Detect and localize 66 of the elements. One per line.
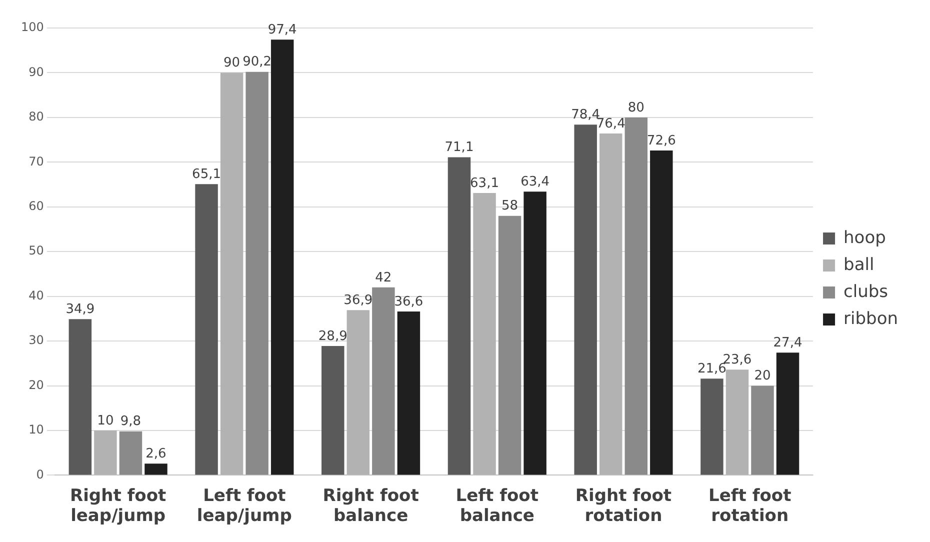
data-label: 58 [502, 198, 518, 214]
x-tick-label: Right foot leap/jump [70, 486, 166, 526]
bar [144, 464, 168, 475]
bar [574, 124, 597, 475]
data-label: 36,9 [344, 293, 373, 308]
bar [599, 134, 622, 475]
bar [270, 40, 294, 475]
data-label: 71,1 [444, 140, 474, 156]
legend-label: clubs [844, 282, 888, 302]
bar [322, 346, 344, 475]
bar [624, 117, 648, 475]
bar [119, 431, 142, 475]
y-tick-label: 10 [28, 422, 44, 437]
bar [524, 192, 546, 475]
y-tick-label: 20 [28, 378, 44, 392]
data-label: 36,6 [394, 294, 424, 310]
bar [700, 378, 724, 475]
y-tick-label: 80 [28, 110, 44, 124]
bar [650, 150, 673, 475]
y-tick-label: 60 [28, 199, 44, 214]
data-label: 72,6 [646, 133, 676, 148]
legend-label: ribbon [844, 308, 898, 329]
data-label: 90,2 [242, 54, 272, 70]
data-label: 27,4 [773, 336, 802, 351]
bar [726, 370, 749, 475]
data-label: 34,9 [66, 302, 95, 317]
data-label: 80 [628, 100, 644, 116]
bar [195, 184, 218, 475]
data-label: 65,1 [192, 166, 222, 182]
bar [751, 386, 774, 475]
bar [246, 72, 268, 475]
data-label: 63,4 [520, 174, 550, 190]
y-tick-label: 50 [28, 244, 44, 258]
y-tick-label: 0 [36, 467, 44, 482]
x-tick-label: Right foot rotation [575, 486, 672, 526]
bar [473, 193, 496, 475]
data-label: 90 [224, 56, 240, 71]
bar [94, 430, 117, 475]
x-tick-label: Left foot leap/jump [196, 486, 292, 526]
bar [498, 216, 522, 475]
legend-label: hoop [844, 228, 886, 248]
data-label: 28,9 [318, 328, 348, 344]
data-label: 10 [97, 413, 114, 428]
data-label: 2,6 [146, 446, 166, 462]
bar [397, 312, 420, 475]
legend-label: ball [844, 254, 874, 275]
y-tick-label: 30 [28, 333, 44, 348]
bar [372, 287, 395, 475]
data-label: 9,8 [120, 414, 142, 430]
bar [220, 72, 244, 475]
y-tick-label: 40 [28, 288, 44, 302]
data-label: 78,4 [571, 107, 600, 122]
bar [68, 319, 92, 475]
data-label: 42 [375, 270, 392, 286]
x-tick-label: Left foot rotation [708, 486, 792, 526]
y-tick-label: 70 [28, 154, 44, 168]
data-label: 97,4 [268, 22, 297, 38]
data-label: 63,1 [470, 176, 499, 191]
bar [448, 157, 471, 475]
bar [776, 352, 800, 475]
bar [346, 310, 370, 475]
y-tick-label: 90 [28, 64, 44, 79]
x-tick-label: Right foot balance [322, 486, 419, 526]
x-tick-label: Left foot balance [456, 486, 538, 526]
data-label: 20 [754, 368, 771, 384]
y-tick-label: 100 [21, 20, 44, 34]
